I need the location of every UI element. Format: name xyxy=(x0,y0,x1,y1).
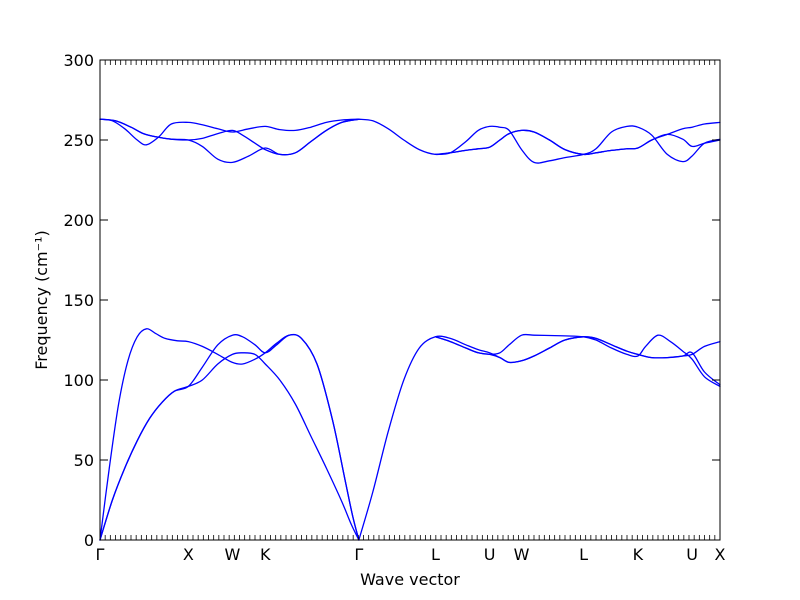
y-tick-label: 0 xyxy=(84,531,94,550)
series-line-9 xyxy=(99,118,360,146)
x-tick-label: K xyxy=(633,545,644,564)
x-axis-label: Wave vector xyxy=(360,570,460,589)
series-line-6 xyxy=(434,336,721,386)
y-axis-label: Frequency (cm⁻¹) xyxy=(32,230,51,369)
x-tick-label: K xyxy=(260,545,271,564)
series-line-8 xyxy=(99,118,360,164)
y-tick-label: 100 xyxy=(63,371,94,390)
y-tick-label: 250 xyxy=(63,131,94,150)
series-line-11 xyxy=(434,125,721,164)
x-tick-label: U xyxy=(686,545,698,564)
plot-frame xyxy=(99,59,721,541)
x-tick-label: U xyxy=(484,545,496,564)
y-tick-label: 300 xyxy=(63,51,94,70)
x-tick-label: Γ xyxy=(96,545,105,564)
x-tick-label: L xyxy=(579,545,588,564)
y-tick-label: 50 xyxy=(74,451,94,470)
x-tick-label: Γ xyxy=(354,545,363,564)
x-tick-label: W xyxy=(224,545,240,564)
series-line-3 xyxy=(99,328,360,541)
x-tick-label: L xyxy=(431,545,440,564)
x-tick-label: X xyxy=(715,545,726,564)
x-tick-label: X xyxy=(183,545,194,564)
plot-lines xyxy=(99,118,721,541)
x-tick-label: W xyxy=(514,545,530,564)
y-tick-label: 200 xyxy=(63,211,94,230)
y-tick-label: 150 xyxy=(63,291,94,310)
series-line-12 xyxy=(434,121,721,156)
